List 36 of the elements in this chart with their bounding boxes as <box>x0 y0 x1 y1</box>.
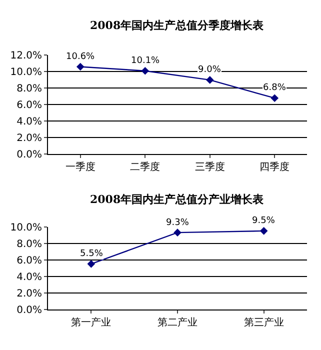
y-tick-label: 0.0% <box>16 304 42 316</box>
y-tick-label: 2.0% <box>16 288 42 300</box>
x-tick-label: 四季度 <box>260 161 290 174</box>
y-tick-label: 8.0% <box>16 238 42 250</box>
x-tick-label: 三季度 <box>194 161 225 174</box>
point <box>87 260 96 268</box>
x-tick-label: 第二产业 <box>158 316 198 328</box>
data-label: 9.0% <box>198 65 222 75</box>
y-tick-label: 4.0% <box>16 116 42 128</box>
y-tick-label: 12.0% <box>10 50 42 62</box>
point <box>260 227 268 235</box>
data-label: 10.1% <box>131 56 160 66</box>
y-tick-label: 10.0% <box>10 222 42 234</box>
data-label: 9.3% <box>166 218 190 228</box>
chart-title: 2008年国内生产总值分季度增长表 <box>90 19 265 32</box>
y-tick-label: 8.0% <box>16 84 42 95</box>
y-tick-label: 0.0% <box>16 150 42 161</box>
point <box>206 76 214 84</box>
data-label: 10.6% <box>66 52 96 62</box>
point <box>141 66 150 75</box>
y-tick-label: 10.0% <box>10 67 42 78</box>
y-tick-label: 6.0% <box>16 100 42 112</box>
y-tick-label: 6.0% <box>16 255 42 266</box>
data-label: 6.8% <box>263 83 286 93</box>
x-tick-label: 第三产业 <box>244 316 284 328</box>
y-tick-label: 2.0% <box>16 133 42 144</box>
point <box>270 94 279 102</box>
y-tick-label: 4.0% <box>16 272 42 283</box>
data-label: 9.5% <box>252 216 276 226</box>
data-label: 5.5% <box>80 249 104 259</box>
chart-title: 2008年国内生产总值分产业增长表 <box>90 193 265 206</box>
point <box>76 62 84 71</box>
point <box>174 228 182 236</box>
x-tick-label: 第一产业 <box>71 316 112 328</box>
x-tick-label: 二季度 <box>130 161 160 174</box>
x-tick-label: 一季度 <box>65 161 96 174</box>
